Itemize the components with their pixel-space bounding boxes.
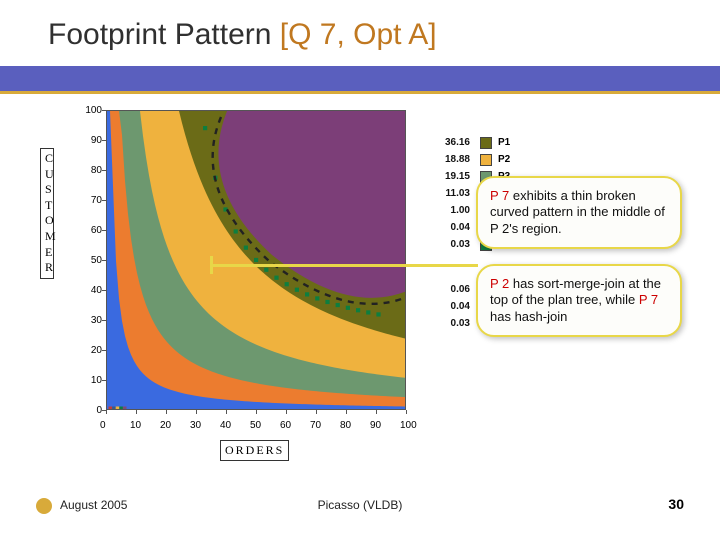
callout-p2-lead2: P 7 — [639, 292, 658, 307]
callout-p2-rest: has hash-join — [490, 309, 567, 324]
callout-p2: P 2 has sort-merge-join at the top of th… — [476, 264, 682, 337]
legend-row: 18.88P2 — [430, 151, 516, 168]
legend-row: 36.16P1 — [430, 134, 516, 151]
plot-svg — [107, 111, 406, 410]
callout-p7-lead: P 7 — [490, 188, 513, 203]
callout-p7-text: exhibits a thin broken curved pattern in… — [490, 188, 665, 236]
chart: CUSTOMER 0102030405060708090100 01020304… — [40, 104, 480, 474]
callout-pointer-tip — [210, 256, 213, 274]
slide-title: Footprint Pattern [Q 7, Opt A] — [48, 18, 437, 52]
callout-pointer — [210, 264, 478, 267]
callout-p2-mid: has sort-merge-join at the top of the pl… — [490, 276, 661, 307]
x-axis-label: ORDERS — [220, 440, 289, 461]
title-suffix: [Q 7, Opt A] — [280, 18, 437, 51]
callout-p2-lead: P 2 — [490, 276, 513, 291]
callout-p7: P 7 exhibits a thin broken curved patter… — [476, 176, 682, 249]
title-main: Footprint Pattern — [48, 18, 280, 51]
y-axis-label: CUSTOMER — [40, 148, 54, 279]
footer-center: Picasso (VLDB) — [0, 498, 720, 512]
title-underline-band — [0, 66, 720, 94]
slide-number: 30 — [668, 496, 684, 512]
plot-area — [106, 110, 406, 410]
